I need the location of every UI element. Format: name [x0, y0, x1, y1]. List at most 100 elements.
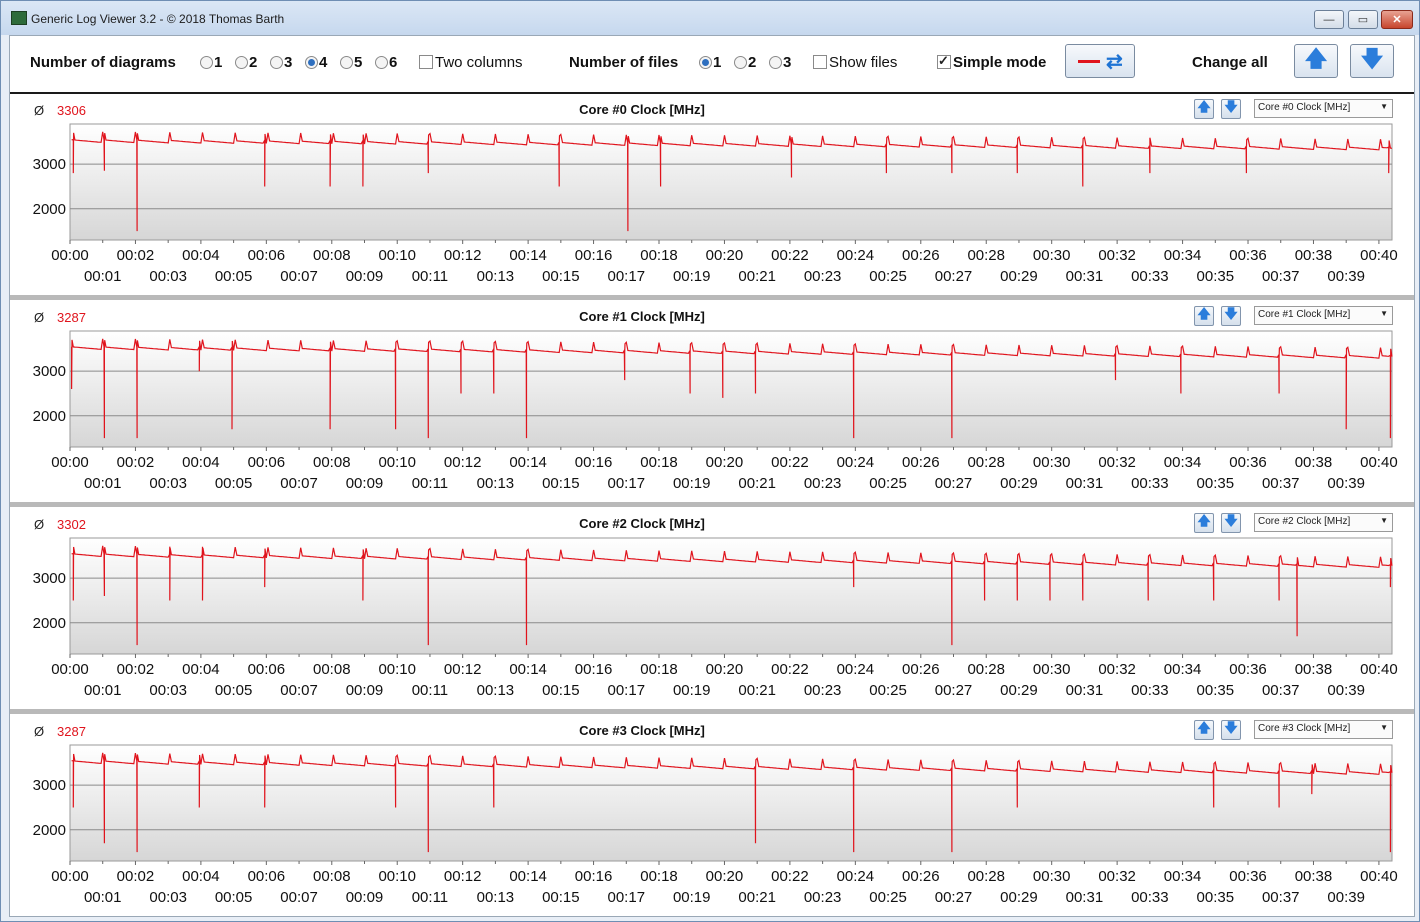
files-radio-2[interactable] — [734, 56, 747, 69]
x-tick-label: 00:00 — [51, 247, 89, 264]
series-select[interactable]: Core #2 Clock [MHz] ▼ — [1254, 513, 1393, 532]
x-tick-label: 00:40 — [1360, 247, 1398, 264]
x-tick-label: 00:02 — [117, 868, 155, 885]
panel-splitter[interactable] — [10, 502, 1414, 507]
x-tick-label: 00:30 — [1033, 454, 1071, 471]
x-tick-label: 00:35 — [1197, 889, 1235, 906]
x-tick-label: 00:34 — [1164, 454, 1202, 471]
line-color-swatch — [1078, 60, 1100, 63]
diagrams-radio-4[interactable] — [305, 56, 318, 69]
x-tick-label: 00:07 — [280, 889, 318, 906]
panel-splitter[interactable] — [10, 295, 1414, 300]
files-radio-3[interactable] — [769, 56, 782, 69]
x-tick-label: 00:23 — [804, 268, 842, 285]
x-tick-label: 00:31 — [1066, 268, 1104, 285]
x-tick-label: 00:33 — [1131, 268, 1169, 285]
down-arrow-icon: 🡇 — [1224, 306, 1238, 321]
series-select[interactable]: Core #3 Clock [MHz] ▼ — [1254, 720, 1393, 739]
x-tick-label: 00:11 — [412, 682, 448, 699]
x-tick-label: 00:18 — [640, 661, 678, 678]
x-tick-label: 00:16 — [575, 868, 613, 885]
diagram-panel-0: Ø 3306 Core #0 Clock [MHz] 🡅 🡇 Core #0 C… — [10, 94, 1414, 295]
x-tick-label: 00:11 — [412, 268, 448, 285]
close-button[interactable]: ✕ — [1381, 10, 1413, 29]
x-tick-label: 00:17 — [608, 268, 646, 285]
panel-up-button[interactable]: 🡅 — [1194, 513, 1214, 533]
x-tick-label: 00:18 — [640, 868, 678, 885]
simple-mode-checkbox[interactable] — [937, 53, 951, 69]
two-columns-checkbox[interactable] — [419, 55, 433, 69]
diagrams-radio-3[interactable] — [270, 56, 283, 69]
panel-down-button[interactable]: 🡇 — [1221, 306, 1241, 326]
x-tick-label: 00:01 — [84, 475, 122, 492]
average-value: 3306 — [57, 103, 86, 118]
files-radio-1[interactable] — [699, 56, 712, 69]
series-select[interactable]: Core #0 Clock [MHz] ▼ — [1254, 99, 1393, 118]
diagrams-radio-2[interactable] — [235, 56, 248, 69]
x-tick-label: 00:07 — [280, 682, 318, 699]
x-tick-label: 00:16 — [575, 661, 613, 678]
diagrams-radio-5[interactable] — [340, 56, 353, 69]
up-arrow-icon: 🡅 — [1197, 99, 1211, 114]
x-tick-label: 00:13 — [477, 889, 515, 906]
panel-up-button[interactable]: 🡅 — [1194, 306, 1214, 326]
panel-up-button[interactable]: 🡅 — [1194, 720, 1214, 740]
x-tick-label: 00:05 — [215, 268, 253, 285]
x-tick-label: 00:27 — [935, 682, 973, 699]
show-files-checkbox[interactable] — [813, 55, 827, 69]
move-up-all-button[interactable]: 🡅 — [1294, 44, 1338, 78]
diagrams-option-5: 5 — [354, 54, 363, 71]
maximize-button[interactable]: ▭ — [1348, 10, 1378, 29]
x-tick-label: 00:19 — [673, 475, 711, 492]
dropdown-arrow-icon: ▼ — [1380, 102, 1388, 111]
x-tick-label: 00:04 — [182, 247, 220, 264]
num-files-label: Number of files — [569, 54, 679, 71]
x-tick-label: 00:34 — [1164, 247, 1202, 264]
diagrams-radio-1[interactable] — [200, 56, 213, 69]
up-arrow-icon: 🡅 — [1197, 306, 1211, 321]
diagrams-radio-6[interactable] — [375, 56, 388, 69]
panel-down-button[interactable]: 🡇 — [1221, 513, 1241, 533]
move-down-all-button[interactable]: 🡇 — [1350, 44, 1394, 78]
x-tick-label: 00:31 — [1066, 889, 1104, 906]
x-tick-label: 00:02 — [117, 661, 155, 678]
panel-up-button[interactable]: 🡅 — [1194, 99, 1214, 119]
x-tick-label: 00:24 — [837, 661, 875, 678]
diagrams-option-4: 4 — [319, 54, 328, 71]
panel-down-button[interactable]: 🡇 — [1221, 720, 1241, 740]
x-tick-label: 00:03 — [149, 475, 187, 492]
x-tick-label: 00:30 — [1033, 661, 1071, 678]
x-tick-label: 00:04 — [182, 868, 220, 885]
average-value: 3302 — [57, 517, 86, 532]
panel-splitter[interactable] — [10, 709, 1414, 714]
x-tick-label: 00:19 — [673, 889, 711, 906]
diagrams-option-1: 1 — [214, 54, 223, 71]
x-tick-label: 00:15 — [542, 889, 580, 906]
x-tick-label: 00:14 — [509, 661, 547, 678]
diagram-panel-3: Ø 3287 Core #3 Clock [MHz] 🡅 🡇 Core #3 C… — [10, 715, 1414, 916]
average-symbol: Ø — [34, 310, 45, 325]
x-tick-label: 00:10 — [378, 868, 416, 885]
average-value: 3287 — [57, 724, 86, 739]
minimize-button[interactable]: — — [1314, 10, 1344, 29]
y-tick-label: 3000 — [33, 777, 66, 794]
x-tick-label: 00:17 — [608, 475, 646, 492]
x-tick-label: 00:06 — [248, 661, 286, 678]
line-style-button[interactable]: ⇄ — [1065, 44, 1135, 78]
title-bar[interactable]: Generic Log Viewer 3.2 - © 2018 Thomas B… — [1, 1, 1419, 35]
x-tick-label: 00:09 — [346, 268, 384, 285]
y-tick-label: 2000 — [33, 615, 66, 632]
y-tick-label: 3000 — [33, 363, 66, 380]
x-tick-label: 00:04 — [182, 661, 220, 678]
x-tick-label: 00:20 — [706, 868, 744, 885]
x-tick-label: 00:13 — [477, 268, 515, 285]
x-tick-label: 00:39 — [1327, 268, 1365, 285]
dropdown-arrow-icon: ▼ — [1380, 309, 1388, 318]
panel-down-button[interactable]: 🡇 — [1221, 99, 1241, 119]
x-tick-label: 00:00 — [51, 661, 89, 678]
x-tick-label: 00:33 — [1131, 682, 1169, 699]
x-tick-label: 00:28 — [967, 454, 1005, 471]
series-select[interactable]: Core #1 Clock [MHz] ▼ — [1254, 306, 1393, 325]
x-tick-label: 00:24 — [837, 247, 875, 264]
x-tick-label: 00:35 — [1197, 268, 1235, 285]
